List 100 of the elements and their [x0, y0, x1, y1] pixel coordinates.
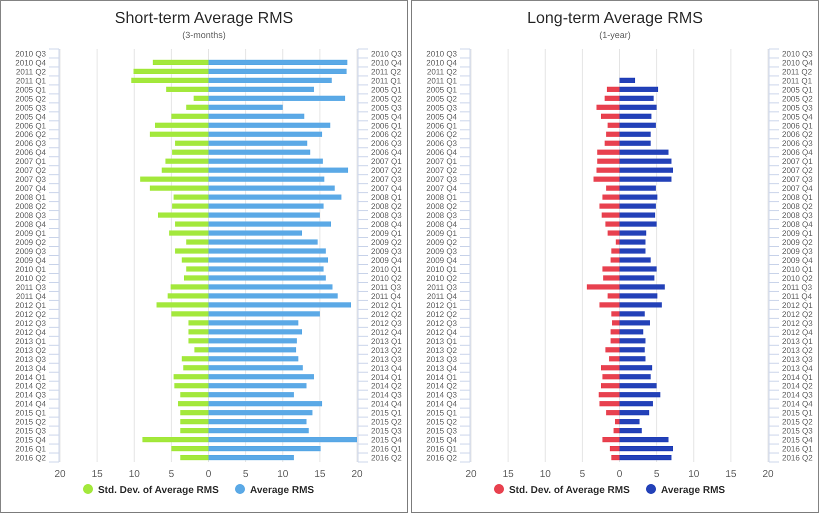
- y-tick-label: 2009 Q2: [426, 238, 458, 248]
- y-tick-label: 2012 Q3: [426, 318, 458, 328]
- bar: [208, 104, 283, 110]
- bar: [208, 122, 330, 128]
- bar: [610, 257, 620, 263]
- bar: [208, 446, 321, 452]
- chart-title: Short-term Average RMS: [114, 10, 294, 27]
- bar: [597, 158, 620, 164]
- y-tick-label: 2010 Q4: [15, 58, 47, 68]
- y-tick-label: 2013 Q2: [426, 346, 458, 355]
- bar: [620, 168, 673, 173]
- bar: [596, 168, 620, 173]
- category-label: 2008 Q4: [371, 220, 402, 230]
- category-label: 2005 Q3: [782, 103, 813, 112]
- bar: [208, 401, 322, 406]
- bar: [208, 96, 346, 101]
- bar: [208, 150, 310, 155]
- bar: [610, 338, 620, 344]
- x-tick-label: 20: [351, 469, 363, 480]
- y-tick-label: 2006 Q2: [15, 130, 47, 140]
- y-tick-label: 2010 Q1: [15, 264, 47, 274]
- category-label: 2005 Q1: [371, 85, 402, 94]
- bar: [171, 446, 208, 452]
- bar: [208, 454, 294, 460]
- y-tick-label: 2011 Q1: [16, 76, 47, 86]
- y-tick-label: 2011 Q2: [16, 67, 47, 76]
- category-label: 2015 Q4: [782, 436, 813, 445]
- category-label: 2009 Q4: [782, 256, 813, 265]
- bar: [586, 284, 620, 290]
- y-tick-label: 2007 Q1: [15, 157, 47, 166]
- bar: [620, 78, 636, 83]
- category-label: 2015 Q3: [371, 426, 402, 436]
- x-tick-label: 10: [688, 469, 700, 480]
- y-tick-label: 2007 Q3: [426, 175, 458, 184]
- bar: [208, 158, 323, 164]
- y-tick-label: 2009 Q3: [426, 247, 458, 256]
- bar: [208, 302, 352, 308]
- category-label: 2010 Q2: [782, 274, 813, 283]
- y-tick-label: 2013 Q4: [15, 364, 47, 373]
- y-tick-label: 2015 Q4: [426, 436, 458, 445]
- y-tick-label: 2007 Q3: [15, 175, 47, 184]
- bar: [208, 230, 302, 236]
- bar: [208, 329, 302, 334]
- x-tick-label: 15: [502, 469, 514, 480]
- y-tick-label: 2013 Q3: [15, 354, 47, 364]
- x-tick-label: 5: [168, 469, 175, 480]
- bar: [178, 401, 208, 406]
- category-label: 2007 Q3: [782, 175, 813, 184]
- category-label: 2010 Q3: [371, 49, 402, 58]
- x-tick-label: 0: [616, 469, 623, 480]
- y-tick-label: 2013 Q1: [15, 336, 47, 346]
- y-tick-label: 2007 Q4: [426, 184, 458, 194]
- bar: [620, 275, 654, 281]
- bar: [620, 150, 669, 155]
- y-tick-label: 2008 Q4: [15, 220, 47, 230]
- bar: [194, 347, 208, 352]
- x-tick-label: 10: [128, 469, 140, 480]
- bar: [599, 401, 620, 406]
- y-tick-label: 2010 Q4: [426, 58, 458, 68]
- bar: [611, 311, 620, 316]
- legend-label: Average RMS: [250, 485, 314, 496]
- bar: [208, 68, 347, 74]
- bar: [620, 122, 656, 128]
- category-label: 2010 Q4: [371, 58, 402, 68]
- category-label: 2011 Q1: [782, 76, 812, 86]
- bar: [620, 186, 656, 191]
- bar: [620, 239, 646, 245]
- y-tick-label: 2014 Q3: [15, 390, 47, 400]
- category-label: 2009 Q2: [371, 238, 402, 248]
- category-label: 2009 Q1: [371, 229, 402, 238]
- bar: [174, 194, 208, 200]
- y-tick-label: 2015 Q2: [426, 418, 458, 427]
- category-label: 2011 Q1: [371, 76, 402, 86]
- category-label: 2012 Q4: [782, 328, 813, 337]
- y-tick-label: 2005 Q2: [426, 94, 458, 104]
- category-label: 2008 Q1: [782, 193, 813, 202]
- y-tick-label: 2005 Q4: [426, 112, 458, 122]
- bar: [604, 140, 620, 146]
- bar: [208, 203, 324, 209]
- y-tick-label: 2015 Q4: [15, 436, 47, 445]
- y-tick-label: 2011 Q3: [16, 282, 47, 292]
- y-tick-label: 2014 Q1: [15, 372, 47, 382]
- bar: [165, 158, 208, 164]
- x-tick-label: 20: [54, 469, 66, 480]
- category-label: 2005 Q1: [782, 85, 813, 94]
- bar: [168, 293, 208, 299]
- bar: [620, 311, 645, 316]
- bar: [620, 176, 672, 182]
- category-label: 2010 Q2: [371, 274, 402, 283]
- category-label: 2009 Q1: [782, 229, 813, 238]
- y-tick-label: 2007 Q2: [15, 166, 47, 176]
- bar: [208, 284, 332, 290]
- legend-label: Std. Dev. of Average RMS: [509, 485, 630, 496]
- x-tick-label: 20: [465, 469, 477, 480]
- category-label: 2012 Q2: [371, 310, 402, 319]
- bar: [620, 374, 651, 380]
- bar: [620, 419, 640, 424]
- y-tick-label: 2007 Q1: [426, 157, 458, 166]
- bar: [188, 338, 208, 344]
- bar: [180, 392, 208, 398]
